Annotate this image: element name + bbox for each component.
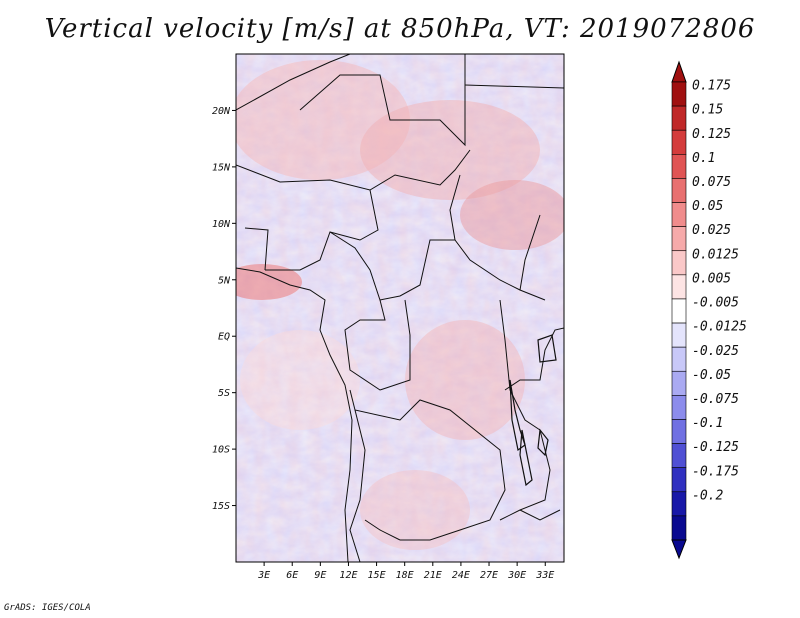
colorbar-label: -0.0125 bbox=[692, 320, 747, 335]
vertical-velocity-field bbox=[236, 54, 564, 562]
lon-tick-label: 21E bbox=[424, 570, 442, 581]
lon-tick-label: 12E bbox=[339, 570, 357, 581]
lat-tick-label: 5S bbox=[218, 388, 230, 399]
colorbar-swatch bbox=[671, 178, 687, 203]
colorbar-label: 0.005 bbox=[692, 271, 731, 286]
colorbar-swatch bbox=[671, 105, 687, 131]
colorbar-bottom-arrow bbox=[671, 539, 687, 560]
lon-tick-label: 15E bbox=[368, 570, 386, 581]
colorbar-top-arrow bbox=[671, 60, 687, 83]
colorbar-label: -0.2 bbox=[692, 488, 723, 503]
colorbar-label: 0.075 bbox=[692, 175, 731, 190]
colorbar-swatch bbox=[671, 395, 687, 420]
lat-tick-label: 20N bbox=[212, 106, 231, 117]
colorbar-swatch bbox=[671, 274, 687, 300]
lon-tick-label: 18E bbox=[396, 570, 414, 581]
lon-tick-label: 3E bbox=[257, 570, 270, 581]
colorbar-swatch bbox=[671, 250, 687, 276]
colorbar-swatch bbox=[671, 370, 687, 396]
colorbar-swatch bbox=[671, 443, 687, 468]
map-title: Vertical velocity [m/s] at 850hPa, VT: 2… bbox=[44, 14, 756, 44]
colorbar-swatch bbox=[671, 129, 687, 155]
colorbar-label: 0.15 bbox=[692, 103, 723, 118]
latitude-axis: 20N 15N 10N 5N EQ 5S 10S 15S bbox=[212, 106, 236, 512]
colorbar-label: 0.1 bbox=[692, 151, 715, 166]
colorbar-swatch bbox=[671, 491, 687, 517]
grads-credit: GrADS: IGES/COLA bbox=[4, 603, 91, 613]
lon-tick-label: 30E bbox=[507, 570, 526, 581]
lon-tick-label: 33E bbox=[535, 570, 554, 581]
colorbar-swatch bbox=[671, 419, 687, 444]
lat-tick-label: 5N bbox=[218, 275, 231, 286]
colorbar-swatch bbox=[671, 298, 687, 324]
colorbar-label: 0.0125 bbox=[692, 247, 739, 262]
colorbar-label: -0.125 bbox=[692, 440, 739, 455]
colorbar-label: 0.125 bbox=[692, 127, 731, 142]
colorbar-swatch bbox=[671, 202, 687, 227]
colorbar-swatch bbox=[671, 346, 687, 372]
colorbar-label: -0.175 bbox=[692, 464, 739, 479]
lat-tick-label: 10N bbox=[212, 219, 231, 230]
colorbar-label: -0.005 bbox=[692, 296, 739, 311]
lat-tick-label: 15N bbox=[212, 162, 231, 173]
colorbar-label: -0.05 bbox=[692, 368, 731, 383]
colorbar-swatch bbox=[671, 467, 687, 493]
colorbar-label: 0.05 bbox=[692, 199, 723, 214]
longitude-axis: 3E 6E 9E 12E 15E 18E 21E 24E 27E 30E 33E bbox=[257, 562, 554, 581]
colorbar-swatch bbox=[671, 515, 687, 541]
lat-tick-label: 10S bbox=[212, 445, 230, 456]
lat-tick-label: 15S bbox=[212, 501, 230, 512]
lon-tick-label: 24E bbox=[452, 570, 470, 581]
country-borders bbox=[236, 54, 564, 562]
map-frame bbox=[235, 53, 565, 563]
lat-tick-label: EQ bbox=[218, 332, 230, 343]
colorbar-label: 0.175 bbox=[692, 79, 731, 94]
colorbar-swatch bbox=[671, 226, 687, 252]
lon-tick-label: 27E bbox=[480, 570, 498, 581]
colorbar-swatch bbox=[671, 81, 687, 107]
colorbar-label: 0.025 bbox=[692, 223, 731, 238]
colorbar-swatch bbox=[671, 154, 687, 179]
colorbar-label: -0.1 bbox=[692, 416, 723, 431]
colorbar: 0.175 0.15 0.125 0.1 0.075 0.05 0.025 0.0125 0.0… bbox=[671, 60, 747, 560]
lon-tick-label: 9E bbox=[314, 570, 326, 581]
lon-tick-label: 6E bbox=[286, 570, 298, 581]
colorbar-swatch bbox=[671, 322, 687, 348]
colorbar-label: -0.025 bbox=[692, 344, 739, 359]
colorbar-label: -0.075 bbox=[692, 392, 739, 407]
